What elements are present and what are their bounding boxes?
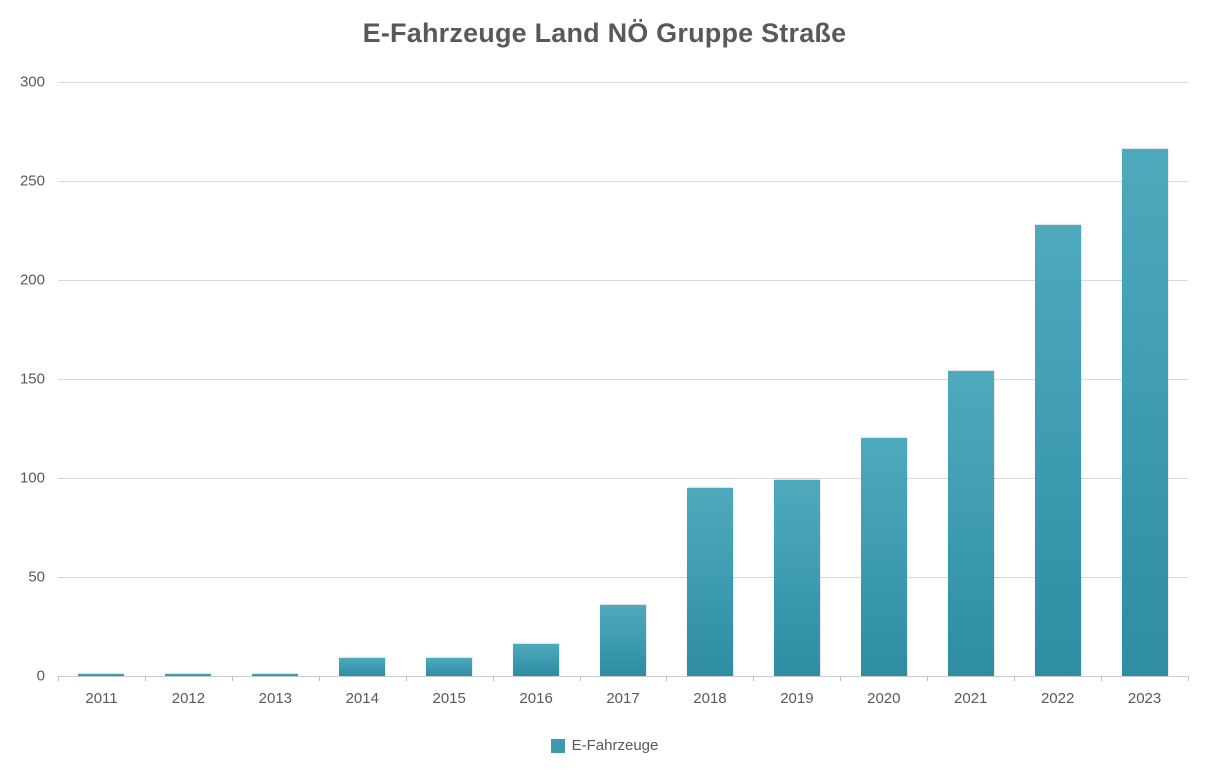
- x-axis-tick: [1101, 676, 1103, 681]
- x-axis-tick: [144, 676, 146, 681]
- x-tick-label: 2015: [432, 690, 466, 707]
- bar-2021: [947, 371, 994, 676]
- bar-2014: [339, 658, 386, 676]
- gridline: [58, 577, 1188, 578]
- x-tick-label: 2013: [258, 690, 293, 707]
- x-tick-label: 2014: [345, 690, 379, 707]
- gridline: [58, 478, 1188, 479]
- bar-2015: [426, 658, 473, 676]
- x-axis-tick: [318, 676, 320, 681]
- x-tick-label: 2023: [1127, 690, 1162, 707]
- x-axis-tick: [405, 676, 407, 681]
- y-tick-label: 100: [19, 469, 45, 487]
- legend: E-Fahrzeuge: [0, 737, 1209, 754]
- legend-swatch-icon: [550, 738, 565, 753]
- bar-2016: [513, 644, 560, 676]
- gridline: [58, 379, 1188, 380]
- x-tick-label: 2021: [954, 690, 988, 707]
- bar-2017: [600, 604, 646, 676]
- bar-2020: [860, 438, 907, 676]
- x-axis-tick: [492, 676, 494, 681]
- bar-2012: [165, 674, 212, 676]
- x-tick-label: 2019: [780, 690, 814, 707]
- x-tick-label: 2012: [171, 690, 206, 707]
- x-axis-tick: [231, 676, 233, 681]
- legend-series-label: E-Fahrzeuge: [571, 737, 659, 754]
- bar-2023: [1121, 149, 1168, 676]
- x-tick-label: 2011: [85, 690, 118, 707]
- x-axis-tick: [666, 676, 668, 681]
- x-axis-tick: [58, 676, 59, 681]
- x-tick-label: 2020: [867, 690, 901, 707]
- gridline: [58, 82, 1188, 83]
- y-tick-label: 200: [19, 271, 45, 289]
- bar-2013: [252, 674, 299, 676]
- plot-area: 0 50 100 150 200 250 300 2011 2012 2013 2014 2015 2…: [20, 75, 1189, 707]
- x-axis-tick: [927, 676, 929, 681]
- chart-title: E-Fahrzeuge Land NÖ Gruppe Straße: [362, 18, 847, 48]
- gridline: [58, 280, 1188, 281]
- x-tick-label: 2022: [1040, 690, 1075, 707]
- x-axis-tick: [1014, 676, 1016, 681]
- y-tick-label: 250: [19, 172, 45, 190]
- x-axis-tick: [579, 676, 581, 681]
- y-tick-label: 0: [36, 667, 45, 685]
- x-tick-label: 2018: [693, 690, 727, 707]
- x-tick-label: 2017: [606, 690, 640, 707]
- x-axis-tick: [1188, 676, 1189, 681]
- bar-2019: [773, 479, 820, 676]
- y-tick-label: 300: [19, 73, 45, 91]
- x-axis-tick: [840, 676, 842, 681]
- bar-2011: [78, 674, 125, 676]
- x-axis-line: [58, 676, 1188, 677]
- x-axis-tick: [753, 676, 755, 681]
- y-tick-label: 50: [28, 568, 45, 586]
- y-tick-label: 150: [19, 370, 45, 388]
- gridline: [58, 181, 1188, 182]
- x-tick-label: 2016: [519, 690, 553, 707]
- bar-2022: [1034, 224, 1081, 676]
- bar-2018: [686, 487, 733, 676]
